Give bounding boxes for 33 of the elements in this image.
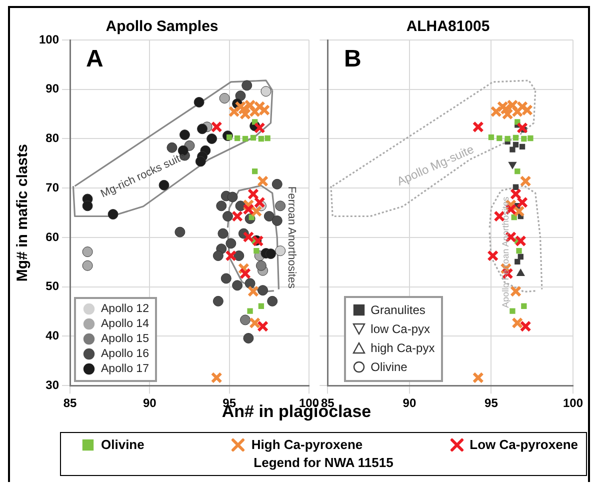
legend-label: Apollo 17 bbox=[101, 363, 149, 376]
x-tick-label: 95 bbox=[484, 396, 498, 410]
x-tick-label: 85 bbox=[63, 396, 78, 410]
x-tick-label: 100 bbox=[562, 396, 584, 410]
annotation: A bbox=[86, 45, 104, 72]
legend-label: Apollo 16 bbox=[101, 348, 149, 360]
legend-label: Apollo 14 bbox=[101, 318, 149, 330]
legend-label: Low Ca-pyroxene bbox=[470, 437, 578, 452]
y-tick-label: 50 bbox=[46, 279, 60, 294]
chart-title: Apollo Samples bbox=[106, 18, 218, 36]
annotation: high Ca-pyx bbox=[370, 341, 435, 356]
annotation: Ferroan Anorthosites bbox=[285, 186, 298, 290]
legend-label: Apollo 15 bbox=[101, 333, 149, 346]
y-tick-label: 70 bbox=[46, 180, 60, 194]
chart-title: ALHA81005 bbox=[406, 18, 490, 36]
y-tick-label: 80 bbox=[46, 131, 60, 146]
annotation: Olivine bbox=[370, 360, 408, 374]
y-tick-label: 40 bbox=[46, 328, 60, 343]
y-tick-label: 100 bbox=[38, 32, 60, 46]
legend-label: Apollo 12 bbox=[101, 303, 149, 316]
legend-title: Legend for NWA 11515 bbox=[252, 455, 394, 470]
y-tick-label: 60 bbox=[46, 230, 60, 244]
annotation: low Ca-pyx bbox=[370, 322, 430, 336]
annotation: Granulites bbox=[370, 303, 426, 318]
y-tick-label: 30 bbox=[46, 378, 60, 392]
legend-label: High Ca-pyroxene bbox=[251, 437, 363, 452]
x-tick-label: 90 bbox=[143, 396, 157, 410]
y-axis-title: Mg# in mafic clasts bbox=[14, 144, 32, 282]
legend-label: Olivine bbox=[101, 437, 144, 452]
y-tick-label: 90 bbox=[46, 82, 60, 96]
annotation: B bbox=[344, 45, 362, 72]
annotation: Apollo Ferroan Anorthosites bbox=[500, 196, 510, 308]
x-tick-label: 90 bbox=[402, 396, 416, 410]
